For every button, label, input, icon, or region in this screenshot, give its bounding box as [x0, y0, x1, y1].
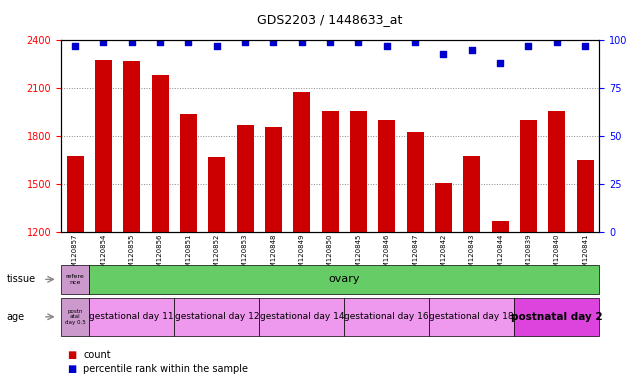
Text: GDS2203 / 1448633_at: GDS2203 / 1448633_at	[258, 13, 403, 26]
Point	[325, 39, 335, 45]
Text: percentile rank within the sample: percentile rank within the sample	[83, 364, 248, 374]
Bar	[406, 131, 424, 232]
Bar	[463, 156, 480, 232]
Point	[155, 39, 165, 45]
Bar	[378, 120, 395, 232]
Text: gestational day 16: gestational day 16	[344, 312, 429, 321]
Point	[70, 43, 80, 49]
Bar	[492, 221, 509, 232]
Point	[183, 39, 194, 45]
Text: postnatal day 2: postnatal day 2	[511, 312, 603, 322]
Bar	[208, 157, 225, 232]
Bar	[95, 60, 112, 232]
Text: postn
atal
day 0.5: postn atal day 0.5	[65, 308, 85, 325]
Bar	[322, 111, 338, 232]
Point	[467, 47, 477, 53]
Text: ■: ■	[67, 350, 76, 360]
Text: tissue: tissue	[6, 274, 35, 285]
Bar	[180, 114, 197, 232]
Point	[353, 39, 363, 45]
Bar	[548, 111, 565, 232]
Point	[240, 39, 250, 45]
Text: gestational day 11: gestational day 11	[90, 312, 174, 321]
Point	[580, 43, 590, 49]
Bar	[350, 111, 367, 232]
Point	[297, 39, 307, 45]
Text: refere
nce: refere nce	[65, 274, 85, 285]
Text: count: count	[83, 350, 111, 360]
Point	[381, 43, 392, 49]
Bar	[237, 125, 254, 232]
Bar	[67, 156, 83, 232]
Text: gestational day 12: gestational day 12	[174, 312, 259, 321]
Point	[212, 43, 222, 49]
Bar	[294, 91, 310, 232]
Bar	[435, 183, 452, 232]
Point	[438, 51, 449, 57]
Bar	[151, 75, 169, 232]
Point	[127, 39, 137, 45]
Bar	[265, 127, 282, 232]
Text: gestational day 18: gestational day 18	[429, 312, 514, 321]
Text: gestational day 14: gestational day 14	[260, 312, 344, 321]
Point	[552, 39, 562, 45]
Bar	[577, 161, 594, 232]
Bar	[520, 120, 537, 232]
Point	[523, 43, 533, 49]
Point	[269, 39, 279, 45]
Text: ■: ■	[67, 364, 76, 374]
Point	[410, 39, 420, 45]
Point	[495, 60, 505, 66]
Point	[98, 39, 108, 45]
Text: age: age	[6, 312, 24, 322]
Text: ovary: ovary	[329, 274, 360, 285]
Bar	[123, 61, 140, 232]
